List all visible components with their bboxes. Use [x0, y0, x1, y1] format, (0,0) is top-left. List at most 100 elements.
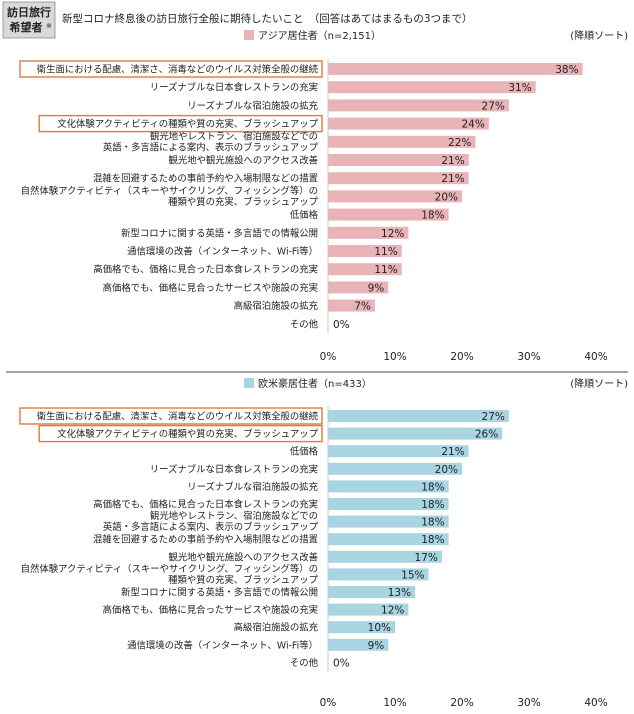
category-label: 通信環境の改善（インターネット、Wi-Fi等）: [127, 639, 318, 651]
highlight-box: [38, 424, 323, 443]
category-label: 低価格: [290, 209, 319, 221]
category-label: 高価格でも、価格に見合った日本食レストランの充実: [93, 264, 318, 276]
value-label: 11%: [374, 246, 397, 258]
category-label: 観光地や観光施設へのアクセス改善: [168, 155, 318, 167]
bar: [328, 498, 449, 510]
bar: [328, 462, 462, 475]
bar: [328, 299, 375, 312]
category-label: 高級宿泊施設の拡充: [234, 622, 318, 634]
bar: [328, 586, 416, 598]
category-label: 衛生面における配慮、清潔さ、消毒などのウイルス対策全般の継続: [37, 411, 319, 423]
category-label: 新型コロナに関する英語・多言語での情報公開: [121, 587, 318, 599]
bar: [328, 281, 389, 294]
value-label: 7%: [354, 301, 371, 313]
category-label: 通信環境の改善（インターネット、Wi-Fi等）: [127, 246, 318, 258]
value-label: 18%: [421, 499, 444, 511]
value-label: 9%: [368, 282, 385, 294]
panel-asia: アジア居住者（n=2,151） (降順ソート) 衛生面における配慮、清潔さ、消毒など…: [19, 29, 628, 363]
legend-label: 欧米豪居住者（n=433）: [258, 377, 372, 390]
x-tick-label: 20%: [450, 697, 473, 709]
value-label: 12%: [381, 228, 404, 240]
highlight-box: [38, 114, 323, 133]
category-label: その他: [290, 318, 319, 330]
value-label: 22%: [448, 137, 471, 149]
x-tick-label: 0%: [320, 351, 337, 363]
value-label: 9%: [368, 640, 385, 652]
category-label: 自然体験アクティビティ（スキーやサイクリング、フィッシング等）の: [21, 185, 318, 197]
bar: [328, 638, 389, 651]
category-label: 観光地や観光施設へのアクセス改善: [168, 551, 318, 563]
respondent-tag-box: [2, 1, 56, 39]
category-label: 混雑を回避するための事前予約や入場制限などの措置: [93, 534, 318, 546]
respondent-tag-mark: ※: [46, 22, 52, 30]
category-label: 高価格でも、価格に見合ったサービスや施設の充実: [103, 604, 318, 616]
value-label: 15%: [401, 569, 424, 581]
bar: [328, 190, 462, 203]
x-tick-label: 30%: [517, 697, 540, 709]
x-tick-label: 10%: [383, 697, 406, 709]
value-label: 18%: [421, 517, 444, 529]
bar: [328, 154, 469, 166]
x-tick-label: 0%: [320, 697, 337, 709]
value-label: 17%: [415, 552, 438, 564]
category-label: 高価格でも、価格に見合ったサービスや施設の充実: [103, 282, 318, 294]
value-label: 27%: [482, 100, 505, 112]
category-label: 混雑を回避するための事前予約や入場制限などの措置: [93, 173, 318, 185]
legend-label: アジア居住者（n=2,151）: [258, 29, 381, 42]
bar: [328, 63, 583, 75]
category-label: 高価格でも、価格に見合った日本食レストランの充実: [93, 499, 318, 511]
bar: [328, 550, 442, 563]
bar: [328, 99, 509, 112]
value-label: 38%: [555, 64, 578, 76]
category-label: リーズナブルな宿泊施設の拡充: [187, 100, 318, 112]
bar: [328, 445, 469, 458]
bar: [328, 263, 402, 276]
bar: [328, 81, 536, 94]
category-label: 新型コロナに関する英語・多言語での情報公開: [121, 227, 318, 239]
respondent-tag-line2: 希望者: [9, 20, 43, 34]
value-label: 21%: [441, 446, 464, 458]
value-label: 26%: [475, 429, 498, 441]
respondent-tag-line1: 訪日旅行: [7, 5, 51, 19]
highlight-box: [19, 60, 323, 78]
respondent-tag: 訪日旅行 希望者 ※: [2, 1, 56, 39]
value-label: 20%: [435, 191, 458, 203]
bar: [328, 245, 402, 257]
value-label: 10%: [368, 622, 391, 634]
category-label: 文化体験アクティビティの種類や質の充実、ブラッシュアップ: [57, 428, 318, 440]
bar: [328, 427, 503, 440]
category-label: リーズナブルな日本食レストランの充実: [150, 82, 318, 94]
value-label: 12%: [381, 605, 404, 617]
bar: [328, 533, 449, 546]
bar: [328, 172, 469, 185]
value-label: 27%: [482, 411, 505, 423]
category-label: リーズナブルな宿泊施設の拡充: [187, 481, 318, 493]
value-label: 21%: [441, 173, 464, 185]
bar: [328, 515, 449, 528]
bar: [328, 410, 509, 422]
chart-title: 新型コロナ終息後の訪日旅行全般に期待したいこと （回答はあてはまるもの3つまで）: [62, 12, 473, 25]
value-label: 31%: [508, 82, 531, 94]
value-label: 0%: [333, 319, 350, 331]
x-tick-label: 40%: [584, 351, 607, 363]
highlight-box: [19, 407, 323, 425]
panel-west: 欧米豪居住者（n=433） (降順ソート) 衛生面における配慮、清潔さ、消毒などのウ…: [19, 377, 628, 709]
sort-note: (降順ソート): [570, 29, 628, 42]
value-label: 21%: [441, 155, 464, 167]
category-label: 衛生面における配慮、清潔さ、消毒などのウイルス対策全般の継続: [37, 64, 319, 76]
x-tick-label: 20%: [450, 351, 473, 363]
bar: [328, 480, 449, 493]
category-label: リーズナブルな日本食レストランの充実: [150, 463, 318, 475]
value-label: 24%: [461, 119, 484, 131]
bar: [328, 135, 476, 148]
category-label: 種類や質の充実、ブラッシュアップ: [168, 196, 318, 208]
value-label: 20%: [435, 464, 458, 476]
value-label: 18%: [421, 481, 444, 493]
legend-swatch: [244, 378, 254, 388]
bar: [328, 603, 409, 616]
category-label: 文化体験アクティビティの種類や質の充実、ブラッシュアップ: [57, 118, 318, 130]
category-label: 低価格: [290, 446, 319, 458]
legend-swatch: [244, 30, 254, 40]
